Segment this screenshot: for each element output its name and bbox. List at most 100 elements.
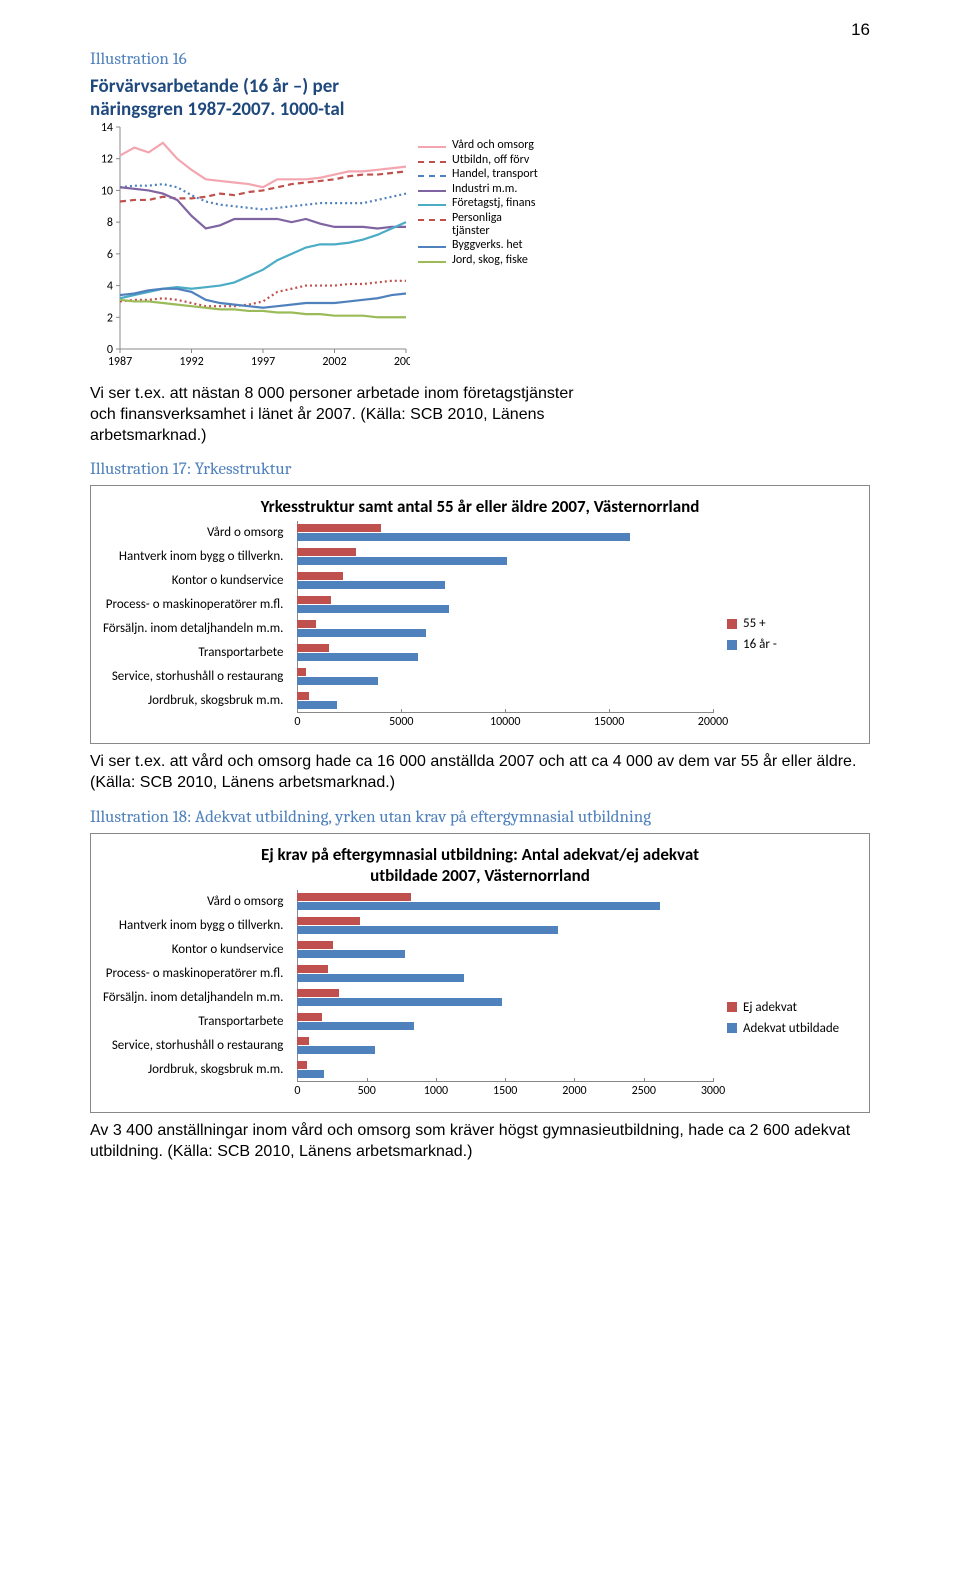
x-tick-label: 3000 (701, 1084, 725, 1098)
line-legend-item: Byggverks. het (418, 239, 538, 252)
hbar-row (297, 569, 713, 593)
hbar-bar-top (297, 917, 359, 925)
legend-swatch (418, 204, 446, 206)
legend-swatch (418, 261, 446, 263)
hbar-legend: Ej adekvatAdekvat utbildade (727, 890, 857, 1100)
line-chart-title-2: näringsgren 1987-2007. 1000-tal (90, 98, 344, 121)
hbar-legend-item: 16 år - (727, 637, 857, 652)
hbar-bar-bottom (297, 581, 445, 589)
hbar-row (297, 545, 713, 569)
x-tick-label: 1500 (493, 1084, 517, 1098)
legend-label: Personliga tjänster (452, 212, 538, 237)
hbar-bar-bottom (297, 605, 449, 613)
hbar-plot: 050010001500200025003000 (297, 890, 713, 1100)
hbar-labels: Vård o omsorgHantverk inom bygg o tillve… (103, 890, 283, 1100)
illustration18-caption: Av 3 400 anställningar inom vård och oms… (90, 1121, 870, 1163)
line-legend-item: Utbildn, off förv (418, 154, 538, 167)
svg-text:2002: 2002 (322, 355, 346, 369)
x-axis: 05000100001500020000 (297, 713, 713, 731)
hbar-category-label: Service, storhushåll o restaurang (103, 1034, 283, 1058)
hbar-category-label: Kontor o kundservice (103, 938, 283, 962)
hbar-category-label: Hantverk inom bygg o tillverkn. (103, 914, 283, 938)
hbar-row (297, 617, 713, 641)
legend-swatch (418, 161, 446, 163)
hbar-bar-bottom (297, 1046, 375, 1054)
x-tick-label: 20000 (698, 715, 728, 729)
hbar-bar-top (297, 941, 333, 949)
legend-swatch (727, 1002, 737, 1012)
x-tick-label: 2000 (562, 1084, 586, 1098)
hbar-bar-top (297, 596, 330, 604)
hbar-row (297, 1034, 713, 1058)
hbar-category-label: Transportarbete (103, 641, 283, 665)
hbar-bar-top (297, 965, 327, 973)
legend-label: Företagstj, finans (452, 197, 535, 210)
hbar-bar-top (297, 692, 308, 700)
hbar-bar-bottom (297, 974, 463, 982)
hbar-row (297, 890, 713, 914)
svg-text:2007: 2007 (394, 355, 410, 369)
x-tick-label: 15000 (594, 715, 624, 729)
bar18-title: Ej krav på eftergymnasial utbildning: An… (103, 844, 857, 886)
legend-swatch (727, 1023, 737, 1033)
hbar-row (297, 986, 713, 1010)
legend-label: 55 + (743, 616, 766, 631)
x-tick-label: 2500 (632, 1084, 656, 1098)
bar-chart-18: Ej krav på eftergymnasial utbildning: An… (90, 833, 870, 1113)
hbar-category-label: Jordbruk, skogsbruk m.m. (103, 689, 283, 713)
legend-label: Handel, transport (452, 168, 538, 181)
hbar-bar-bottom (297, 533, 629, 541)
x-tick-label: 0 (294, 1084, 300, 1098)
illustration16-heading: Illustration 16 (90, 50, 870, 69)
hbar-category-label: Transportarbete (103, 1010, 283, 1034)
hbar-bar-top (297, 572, 343, 580)
svg-text:8: 8 (107, 216, 113, 230)
hbar-bar-top (297, 1037, 308, 1045)
legend-label: Industri m.m. (452, 183, 517, 196)
illustration17-caption: Vi ser t.ex. att vård och omsorg hade ca… (90, 752, 870, 794)
svg-text:10: 10 (101, 184, 113, 198)
line-legend-item: Företagstj, finans (418, 197, 538, 210)
bar18-title-2: utbildade 2007, Västernorrland (370, 865, 590, 886)
hbar-legend-item: Ej adekvat (727, 1000, 857, 1015)
hbar-row (297, 641, 713, 665)
line-legend-item: Vård och omsorg (418, 139, 538, 152)
hbar-category-label: Kontor o kundservice (103, 569, 283, 593)
line-plot-area: 0246810121419871992199720022007 (90, 121, 410, 376)
bar-chart-17: Yrkesstruktur samt antal 55 år eller äld… (90, 485, 870, 744)
hbar-bar-top (297, 644, 328, 652)
hbar-bar-bottom (297, 653, 418, 661)
x-tick-label: 10000 (490, 715, 520, 729)
x-axis: 050010001500200025003000 (297, 1082, 713, 1100)
line-chart: Förvärvsarbetande (16 år –) per näringsg… (90, 75, 560, 376)
hbar-category-label: Process- o maskinoperatörer m.fl. (103, 593, 283, 617)
hbar-bar-top (297, 668, 305, 676)
legend-label: 16 år - (743, 637, 777, 652)
x-tick-label: 5000 (389, 715, 413, 729)
page: 16 Illustration 16 Förvärvsarbetande (16… (0, 0, 960, 1217)
svg-text:1992: 1992 (179, 355, 203, 369)
line-legend-item: Handel, transport (418, 168, 538, 181)
hbar-legend-item: 55 + (727, 616, 857, 631)
legend-swatch (418, 190, 446, 192)
svg-text:6: 6 (107, 248, 113, 262)
bar18-title-1: Ej krav på eftergymnasial utbildning: An… (261, 844, 699, 865)
illustration17-heading: Illustration 17: Yrkesstruktur (90, 460, 870, 479)
hbar-row (297, 665, 713, 689)
legend-label: Byggverks. het (452, 239, 523, 252)
legend-label: Utbildn, off förv (452, 154, 529, 167)
line-legend-item: Jord, skog, fiske (418, 254, 538, 267)
x-tick-label: 0 (294, 715, 300, 729)
hbar-bar-bottom (297, 998, 502, 1006)
hbar-bar-bottom (297, 677, 378, 685)
legend-swatch (418, 246, 446, 248)
x-tick-label: 500 (358, 1084, 376, 1098)
bar17-title: Yrkesstruktur samt antal 55 år eller äld… (103, 496, 857, 517)
legend-label: Vård och omsorg (452, 139, 534, 152)
svg-text:2: 2 (107, 311, 113, 325)
svg-text:4: 4 (107, 280, 113, 294)
line-chart-title: Förvärvsarbetande (16 år –) per näringsg… (90, 75, 560, 121)
hbar-category-label: Hantverk inom bygg o tillverkn. (103, 545, 283, 569)
hbar-row (297, 914, 713, 938)
hbar-bar-top (297, 1013, 322, 1021)
